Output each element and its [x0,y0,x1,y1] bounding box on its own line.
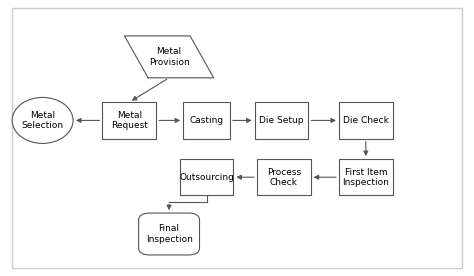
FancyBboxPatch shape [138,213,200,255]
Bar [180,159,234,195]
Text: Process
Check: Process Check [267,168,301,187]
Text: First Item
Inspection: First Item Inspection [342,168,389,187]
Bar [339,102,393,139]
Ellipse shape [12,97,73,144]
Text: Outsourcing: Outsourcing [179,173,234,182]
Text: Metal
Selection: Metal Selection [21,111,64,130]
Text: Metal
Provision: Metal Provision [149,47,190,67]
Text: Metal
Request: Metal Request [111,111,148,130]
Polygon shape [125,36,214,78]
Text: Die Setup: Die Setup [259,116,304,125]
Text: Final
Inspection: Final Inspection [146,224,192,244]
Bar [257,159,311,195]
Bar [183,102,230,139]
Text: Casting: Casting [190,116,224,125]
Text: Die Check: Die Check [343,116,389,125]
Bar [255,102,309,139]
Bar [102,102,156,139]
Bar [339,159,393,195]
